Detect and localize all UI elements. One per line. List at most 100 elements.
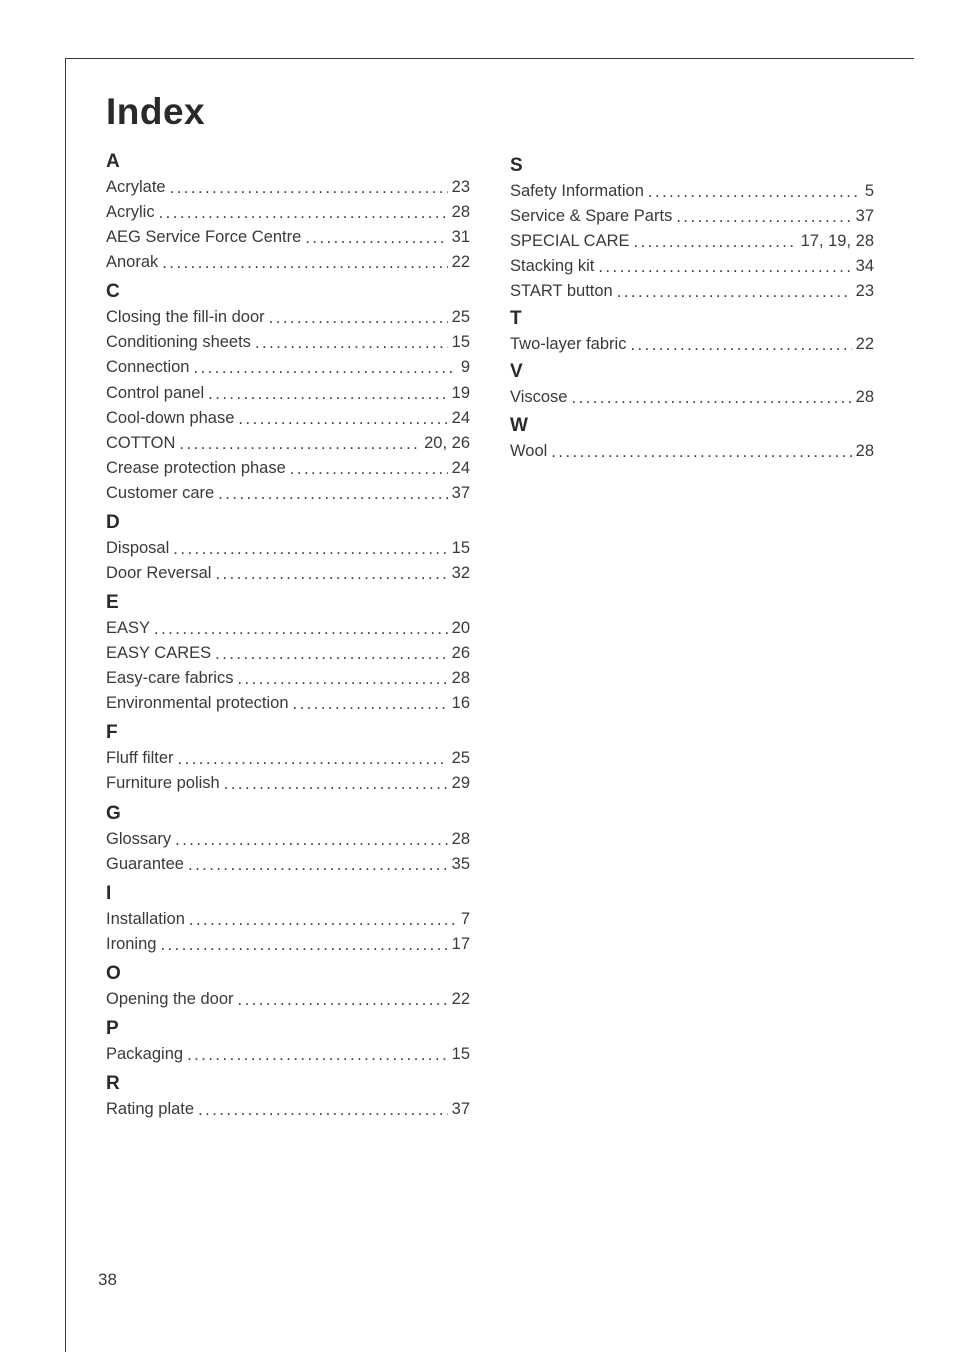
index-entry-pages: 35 bbox=[452, 852, 470, 877]
index-section-head: W bbox=[510, 415, 874, 437]
dot-leader bbox=[290, 457, 448, 481]
dot-leader bbox=[188, 853, 448, 877]
index-entry: Service & Spare Parts 37 bbox=[510, 204, 874, 229]
dot-leader bbox=[238, 407, 447, 431]
dot-leader bbox=[634, 230, 797, 254]
index-entry-pages: 9 bbox=[461, 355, 470, 380]
dot-leader bbox=[159, 201, 448, 225]
index-entry-term: Wool bbox=[510, 439, 547, 464]
index-entry: Safety Information 5 bbox=[510, 179, 874, 204]
index-entry-term: Customer care bbox=[106, 481, 214, 506]
index-entry-term: Guarantee bbox=[106, 852, 184, 877]
index-entry: Anorak22 bbox=[106, 250, 470, 275]
page-frame: Index AAcrylate23Acrylic28AEG Service Fo… bbox=[65, 58, 914, 1352]
index-section-head: A bbox=[106, 151, 470, 173]
dot-leader bbox=[170, 176, 448, 200]
index-entry-term: Fluff filter bbox=[106, 746, 174, 771]
index-entry-term: Furniture polish bbox=[106, 771, 220, 796]
index-entry-pages: 15 bbox=[452, 1042, 470, 1067]
index-entry-pages: 24 bbox=[452, 456, 470, 481]
index-entry-pages: 37 bbox=[452, 1097, 470, 1122]
dot-leader bbox=[187, 1043, 448, 1067]
index-entry-pages: 5 bbox=[865, 179, 874, 204]
dot-leader bbox=[224, 772, 448, 796]
index-entry-pages: 22 bbox=[452, 250, 470, 275]
index-entry-pages: 22 bbox=[856, 332, 874, 357]
index-section-head: I bbox=[106, 883, 470, 905]
dot-leader bbox=[193, 356, 456, 380]
index-entry-pages: 15 bbox=[452, 536, 470, 561]
index-entry: Glossary28 bbox=[106, 827, 470, 852]
index-section-head: R bbox=[106, 1073, 470, 1095]
index-section-head: P bbox=[106, 1018, 470, 1040]
dot-leader bbox=[571, 386, 851, 410]
dot-leader bbox=[215, 642, 447, 666]
index-entry-term: Installation bbox=[106, 907, 185, 932]
page-number: 38 bbox=[98, 1270, 117, 1290]
index-entry-term: Crease protection phase bbox=[106, 456, 286, 481]
index-entry: Closing the fill-in door25 bbox=[106, 305, 470, 330]
index-entry-term: Easy-care fabrics bbox=[106, 666, 233, 691]
index-entry-pages: 28 bbox=[452, 827, 470, 852]
index-entry-term: Conditioning sheets bbox=[106, 330, 251, 355]
dot-leader bbox=[198, 1098, 448, 1122]
index-entry-pages: 19 bbox=[452, 381, 470, 406]
dot-leader bbox=[269, 306, 448, 330]
index-entry-pages: 34 bbox=[856, 254, 874, 279]
index-right-column: SSafety Information5Service & Spare Part… bbox=[510, 151, 874, 1122]
index-entry: Easy-care fabrics 28 bbox=[106, 666, 470, 691]
index-entry: Opening the door22 bbox=[106, 987, 470, 1012]
index-entry-term: Control panel bbox=[106, 381, 204, 406]
dot-leader bbox=[162, 251, 447, 275]
dot-leader bbox=[160, 933, 447, 957]
dot-leader bbox=[551, 440, 851, 464]
index-entry-term: Two-layer fabric bbox=[510, 332, 626, 357]
index-entry-term: Cool-down phase bbox=[106, 406, 234, 431]
index-entry: Viscose28 bbox=[510, 385, 874, 410]
index-entry-term: Rating plate bbox=[106, 1097, 194, 1122]
index-entry-term: Closing the fill-in door bbox=[106, 305, 265, 330]
index-entry-term: AEG Service Force Centre bbox=[106, 225, 301, 250]
dot-leader bbox=[293, 692, 448, 716]
index-entry: Furniture polish29 bbox=[106, 771, 470, 796]
index-entry-term: Safety Information bbox=[510, 179, 644, 204]
index-entry: Rating plate 37 bbox=[106, 1097, 470, 1122]
index-entry: Disposal15 bbox=[106, 536, 470, 561]
index-entry-term: Stacking kit bbox=[510, 254, 594, 279]
index-entry: COTTON20, 26 bbox=[106, 431, 470, 456]
index-section-head: F bbox=[106, 722, 470, 744]
index-entry: Guarantee 35 bbox=[106, 852, 470, 877]
index-entry-pages: 15 bbox=[452, 330, 470, 355]
index-entry: Stacking kit 34 bbox=[510, 254, 874, 279]
index-entry-pages: 17 bbox=[452, 932, 470, 957]
index-entry-pages: 17, 19, 28 bbox=[801, 229, 874, 254]
dot-leader bbox=[178, 747, 448, 771]
index-entry-pages: 28 bbox=[452, 666, 470, 691]
dot-leader bbox=[208, 382, 447, 406]
index-entry-pages: 23 bbox=[452, 175, 470, 200]
index-entry-pages: 31 bbox=[452, 225, 470, 250]
index-entry-pages: 28 bbox=[452, 200, 470, 225]
dot-leader bbox=[676, 205, 851, 229]
index-entry-term: Service & Spare Parts bbox=[510, 204, 672, 229]
index-entry-term: Acrylic bbox=[106, 200, 155, 225]
index-entry: Connection9 bbox=[106, 355, 470, 380]
index-entry-pages: 26 bbox=[452, 641, 470, 666]
index-entry-term: START button bbox=[510, 279, 613, 304]
dot-leader bbox=[179, 432, 420, 456]
index-entry-pages: 24 bbox=[452, 406, 470, 431]
index-entry: Conditioning sheets 15 bbox=[106, 330, 470, 355]
index-entry: Acrylic 28 bbox=[106, 200, 470, 225]
index-entry: EASY CARES26 bbox=[106, 641, 470, 666]
index-entry-term: Ironing bbox=[106, 932, 156, 957]
index-entry: Control panel 19 bbox=[106, 381, 470, 406]
index-left-column: AAcrylate23Acrylic28AEG Service Force Ce… bbox=[106, 151, 470, 1122]
index-entry: Wool 28 bbox=[510, 439, 874, 464]
index-section-head: S bbox=[510, 155, 874, 177]
index-entry-pages: 28 bbox=[856, 439, 874, 464]
dot-leader bbox=[255, 331, 448, 355]
index-section-head: D bbox=[106, 512, 470, 534]
index-entry: Packaging15 bbox=[106, 1042, 470, 1067]
index-columns: AAcrylate23Acrylic28AEG Service Force Ce… bbox=[106, 151, 874, 1122]
index-entry-pages: 37 bbox=[856, 204, 874, 229]
